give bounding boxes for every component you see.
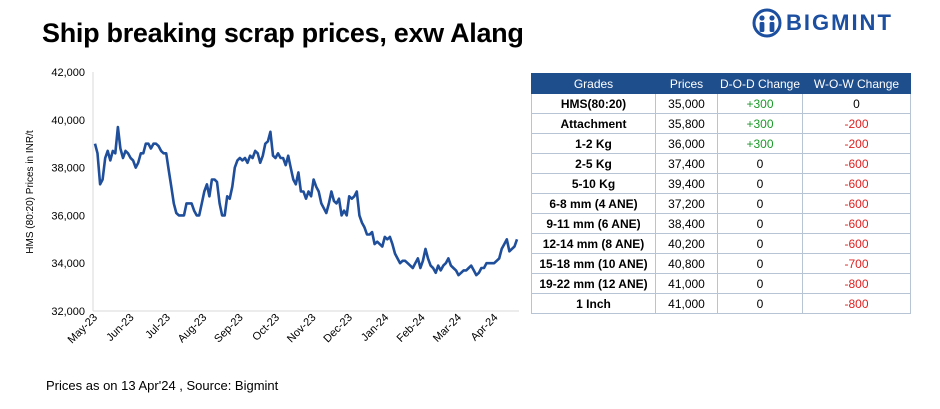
price-cell: 41,000: [655, 293, 718, 314]
grade-cell: 15-18 mm (10 ANE): [531, 253, 656, 274]
dod-change-cell: +300: [717, 93, 803, 114]
wow-change-cell: -600: [802, 193, 911, 214]
x-tick-label: Oct-23: [250, 312, 282, 344]
x-tick-label: Jan-24: [359, 312, 391, 344]
table-row: 12-14 mm (8 ANE) 40,200 0 -600: [531, 233, 911, 254]
grades-price-table-wrap: Grades Prices D-O-D Change W-O-W Change …: [531, 73, 911, 314]
grade-cell: HMS(80:20): [531, 93, 656, 114]
bigmint-logo-icon: [752, 8, 782, 38]
dod-change-cell: 0: [717, 173, 803, 194]
table-row: 5-10 Kg 39,400 0 -600: [531, 173, 911, 194]
x-tick-label: Mar-24: [431, 312, 464, 345]
source-footnote: Prices as on 13 Apr'24 , Source: Bigmint: [46, 378, 279, 393]
y-tick-label: 40,000: [51, 115, 85, 127]
page-title: Ship breaking scrap prices, exw Alang: [42, 18, 524, 48]
dod-change-cell: +300: [717, 113, 803, 134]
grade-cell: 19-22 mm (12 ANE): [531, 273, 656, 294]
dod-change-cell: 0: [717, 153, 803, 174]
price-cell: 37,200: [655, 193, 718, 214]
dod-change-cell: 0: [717, 293, 803, 314]
dod-change-cell: 0: [717, 233, 803, 254]
grade-cell: 5-10 Kg: [531, 173, 656, 194]
wow-change-cell: -600: [802, 213, 911, 234]
dod-change-cell: +300: [717, 133, 803, 154]
grade-cell: 1-2 Kg: [531, 133, 656, 154]
x-tick-label: Jun-23: [104, 312, 136, 344]
logo-text: BIGMINT: [786, 10, 893, 35]
price-cell: 40,800: [655, 253, 718, 274]
price-cell: 41,000: [655, 273, 718, 294]
grade-cell: 6-8 mm (4 ANE): [531, 193, 656, 214]
header-prices: Prices: [655, 73, 718, 94]
wow-change-cell: -800: [802, 273, 911, 294]
header-dod-change: D-O-D Change: [717, 73, 803, 94]
grades-price-table: Grades Prices D-O-D Change W-O-W Change …: [531, 73, 911, 314]
y-tick-label: 36,000: [51, 210, 85, 222]
wow-change-cell: -600: [802, 153, 911, 174]
x-tick-label: Jul-23: [143, 312, 173, 342]
y-tick-label: 42,000: [51, 67, 85, 79]
wow-change-cell: -700: [802, 253, 911, 274]
dod-change-cell: 0: [717, 193, 803, 214]
price-cell: 40,200: [655, 233, 718, 254]
grade-cell: Attachment: [531, 113, 656, 134]
grade-cell: 12-14 mm (8 ANE): [531, 233, 656, 254]
price-cell: 35,000: [655, 93, 718, 114]
header-grades: Grades: [531, 73, 656, 94]
table-row: 1-2 Kg 36,000 +300 -200: [531, 133, 911, 154]
y-axis-label: HMS (80:20) Prices in INR/t: [25, 130, 36, 254]
y-tick-label: 34,000: [51, 258, 85, 270]
wow-change-cell: -200: [802, 133, 911, 154]
price-cell: 35,800: [655, 113, 718, 134]
grade-cell: 1 Inch: [531, 293, 656, 314]
table-row: HMS(80:20) 35,000 +300 0: [531, 93, 911, 114]
x-tick-label: Sep-23: [212, 312, 246, 346]
header-wow-change: W-O-W Change: [802, 73, 911, 94]
grade-cell: 9-11 mm (6 ANE): [531, 213, 656, 234]
y-tick-label: 32,000: [51, 306, 85, 318]
table-row: 15-18 mm (10 ANE) 40,800 0 -700: [531, 253, 911, 274]
table-row: 1 Inch 41,000 0 -800: [531, 293, 911, 314]
dod-change-cell: 0: [717, 253, 803, 274]
x-tick-label: Dec-23: [321, 312, 355, 346]
wow-change-cell: -800: [802, 293, 911, 314]
x-tick-label: Apr-24: [469, 312, 501, 344]
dod-change-cell: 0: [717, 213, 803, 234]
x-tick-label: Feb-24: [395, 312, 428, 345]
price-cell: 37,400: [655, 153, 718, 174]
grade-cell: 2-5 Kg: [531, 153, 656, 174]
wow-change-cell: -600: [802, 173, 911, 194]
wow-change-cell: 0: [802, 93, 911, 114]
x-tick-label: Aug-23: [176, 312, 210, 346]
table-row: 19-22 mm (12 ANE) 41,000 0 -800: [531, 273, 911, 294]
dod-change-cell: 0: [717, 273, 803, 294]
table-row: 9-11 mm (6 ANE) 38,400 0 -600: [531, 213, 911, 234]
series-line: [93, 125, 519, 277]
price-cell: 36,000: [655, 133, 718, 154]
table-row: Attachment 35,800 +300 -200: [531, 113, 911, 134]
x-tick-label: Nov-23: [285, 312, 319, 346]
wow-change-cell: -200: [802, 113, 911, 134]
price-cell: 39,400: [655, 173, 718, 194]
table-row: 6-8 mm (4 ANE) 37,200 0 -600: [531, 193, 911, 214]
bigmint-logo: BIGMINT: [752, 6, 932, 40]
table-row: 2-5 Kg 37,400 0 -600: [531, 153, 911, 174]
price-cell: 38,400: [655, 213, 718, 234]
y-tick-label: 38,000: [51, 163, 85, 175]
wow-change-cell: -600: [802, 233, 911, 254]
table-header-row: Grades Prices D-O-D Change W-O-W Change: [531, 73, 911, 94]
